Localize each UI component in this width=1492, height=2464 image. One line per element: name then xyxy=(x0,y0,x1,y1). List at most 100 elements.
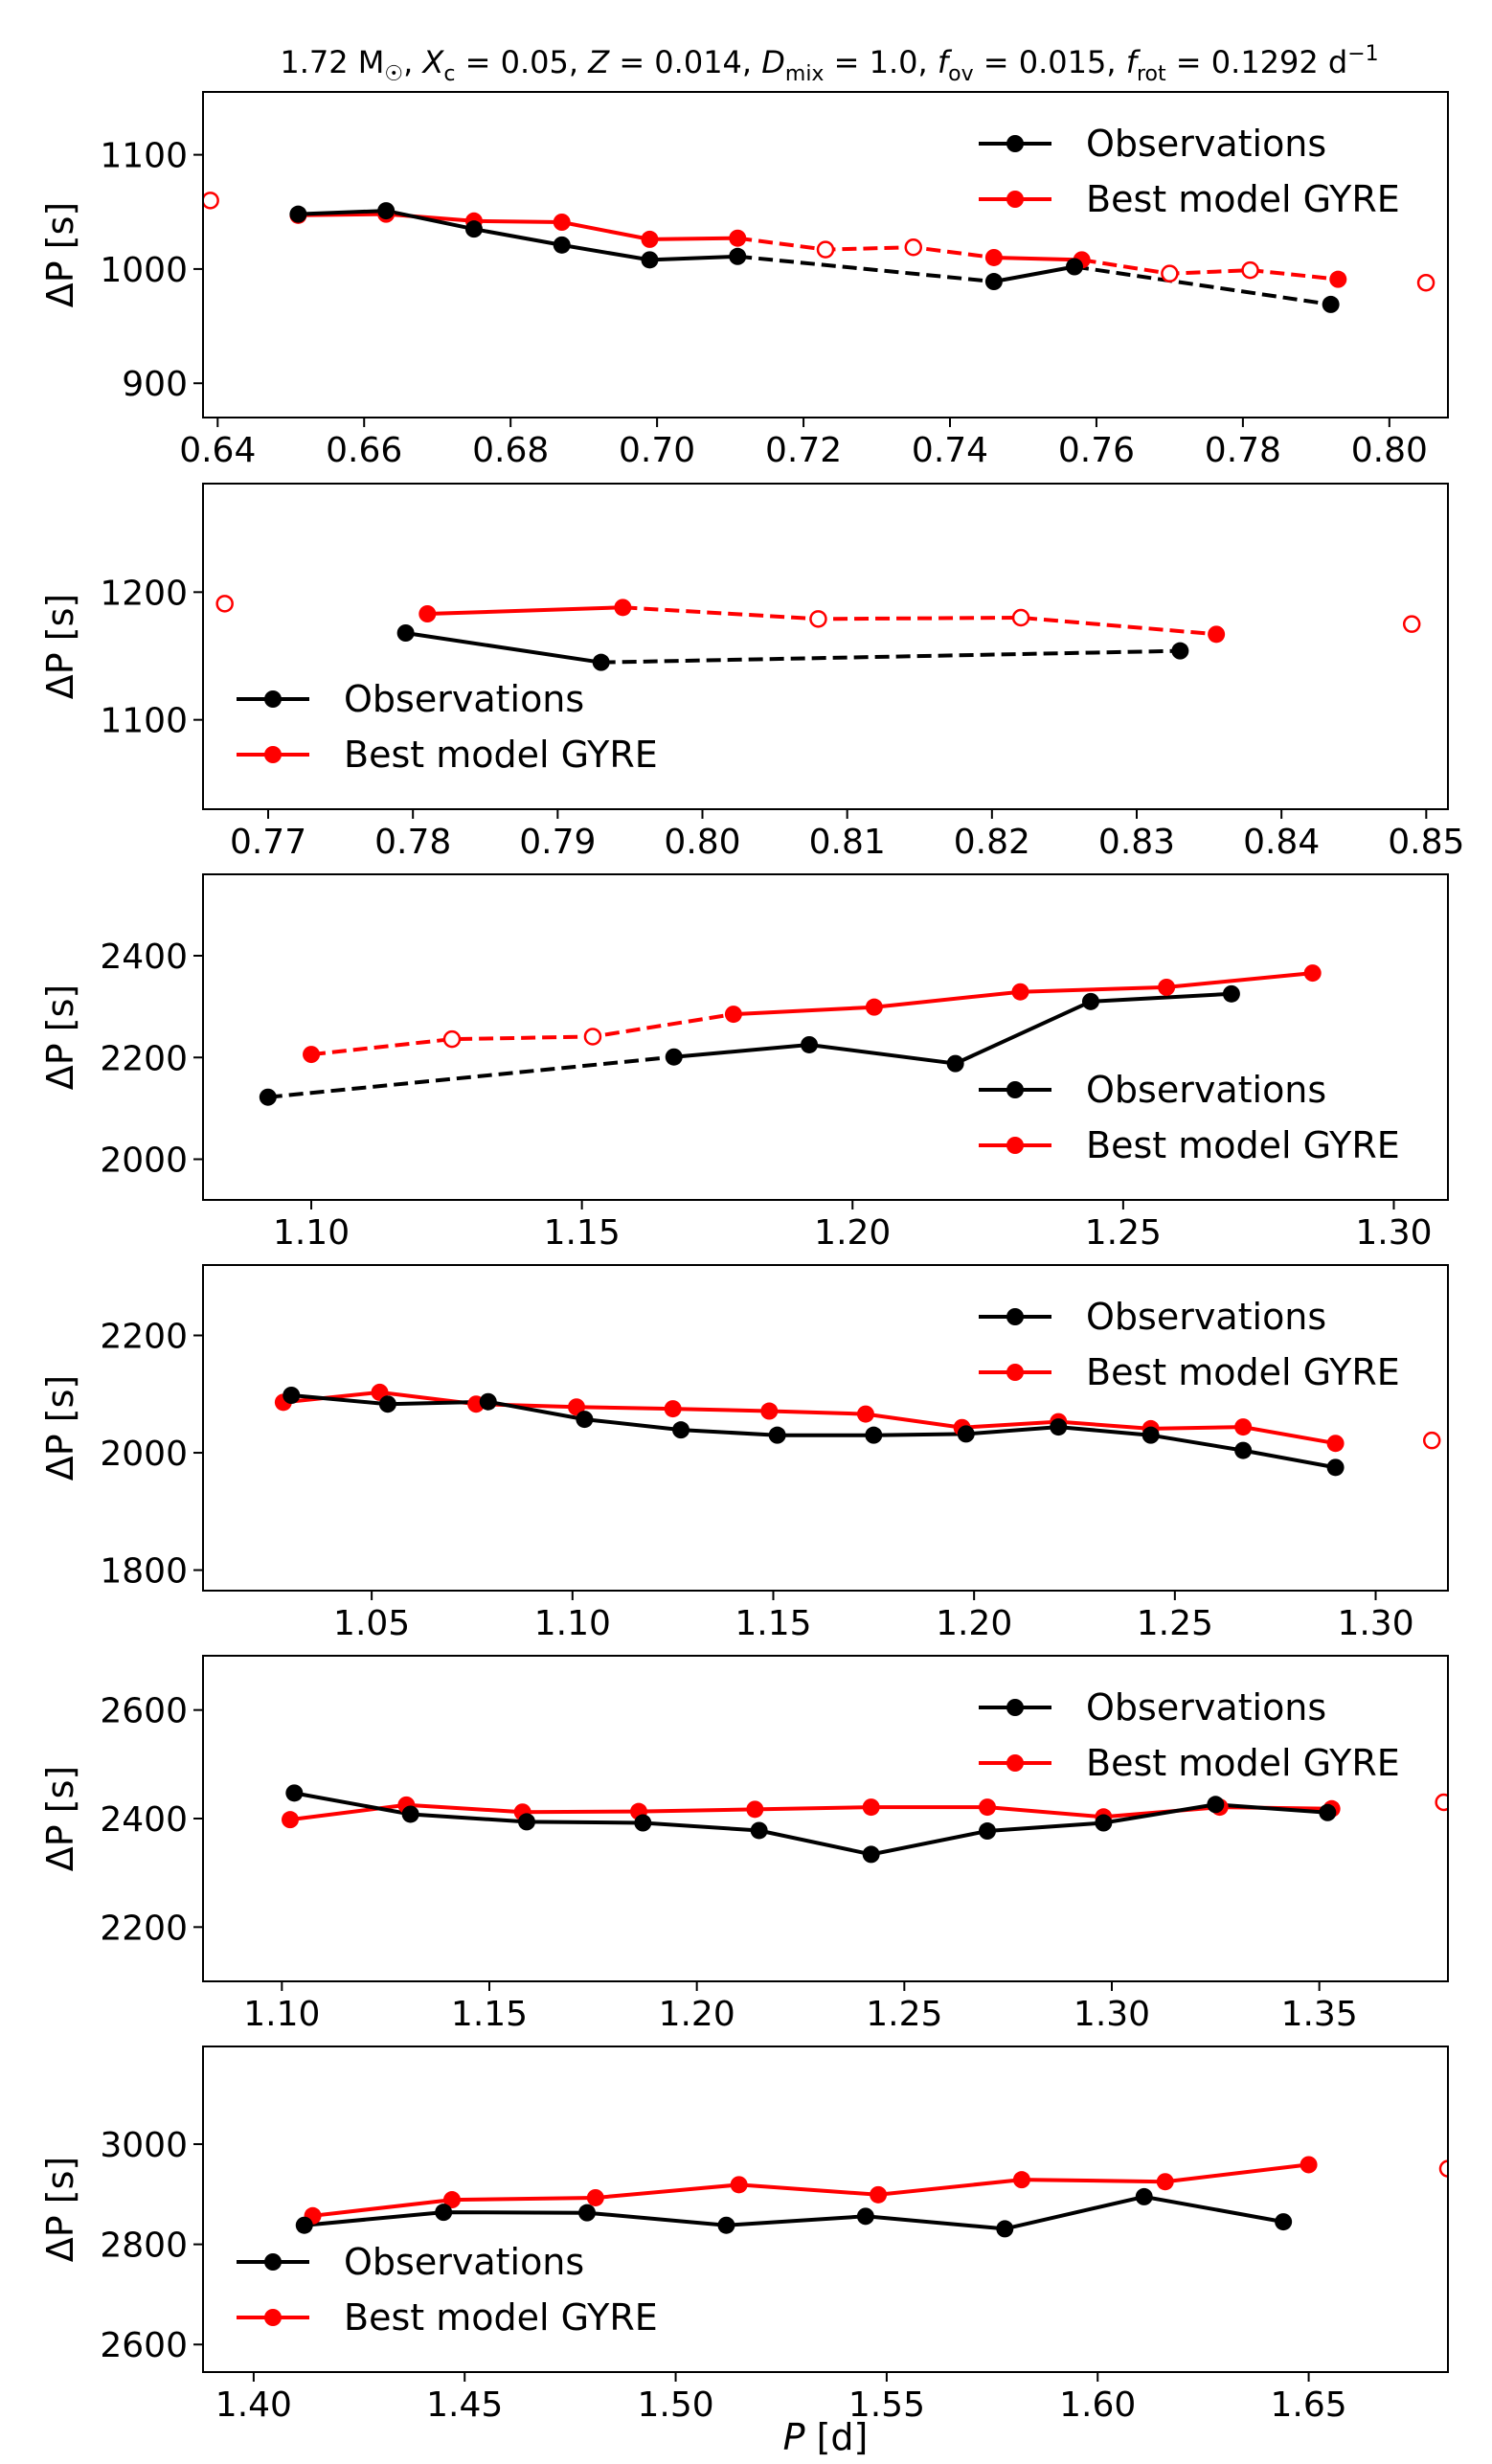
x-tick-label: 0.79 xyxy=(519,823,596,862)
observation-point xyxy=(665,1048,683,1066)
plot-area xyxy=(203,192,1435,313)
x-tick-label: 1.60 xyxy=(1059,2385,1136,2425)
legend-observations-label: Observations xyxy=(344,678,584,720)
legend-observations-label: Observations xyxy=(1086,1069,1326,1111)
x-axis-label: P [d] xyxy=(783,2416,869,2458)
legend-model-marker xyxy=(264,746,282,763)
y-tick-label: 2200 xyxy=(100,1039,188,1078)
observation-point xyxy=(553,236,571,254)
x-tick-label: 1.30 xyxy=(1337,1604,1413,1643)
legend-model-marker xyxy=(1006,1137,1024,1154)
observation-point xyxy=(1066,258,1083,276)
observation-point xyxy=(1319,1803,1337,1821)
panel-5: 1.10 1.15 1.20 1.25 1.30 1.35 2200 2400 2600 ΔP [… xyxy=(39,1655,1449,2034)
observation-point xyxy=(377,202,396,220)
legend: Observations Best model GYRE xyxy=(979,1069,1400,1166)
x-tick-label: 1.10 xyxy=(273,1213,350,1253)
observation-point xyxy=(1095,1814,1113,1832)
y-axis-label-symbol: ΔP xyxy=(39,1434,81,1481)
plot-area xyxy=(295,2156,1448,2238)
legend-observations-marker xyxy=(1006,1308,1024,1325)
model-point xyxy=(760,1402,779,1420)
legend-observations-marker xyxy=(1006,1699,1024,1716)
model-point xyxy=(729,229,747,247)
observations-gap-line xyxy=(267,1054,674,1099)
x-tick-label: 0.72 xyxy=(765,431,842,470)
legend-model-label: Best model GYRE xyxy=(1086,1124,1400,1166)
model-point xyxy=(303,1046,321,1064)
legend-model-label: Best model GYRE xyxy=(344,2296,658,2339)
model-unmatched-point xyxy=(904,237,923,257)
legend-model-label: Best model GYRE xyxy=(1086,178,1400,220)
observation-point xyxy=(729,247,747,265)
legend: Observations Best model GYRE xyxy=(237,2241,658,2339)
x-tick-label: 1.35 xyxy=(1281,1995,1358,2034)
legend-observations-marker xyxy=(264,690,282,708)
x-tick-label: 1.15 xyxy=(451,1995,528,2034)
y-axis-label-unit: [s] xyxy=(39,1375,81,1435)
model-point xyxy=(862,1798,880,1817)
x-tick-label: 1.10 xyxy=(534,1604,611,1643)
x-tick-label: 0.70 xyxy=(619,431,695,470)
observation-point xyxy=(717,2216,735,2234)
observations-gap-line xyxy=(600,648,1181,665)
observation-point xyxy=(996,2220,1014,2238)
legend: Observations Best model GYRE xyxy=(979,1686,1400,1784)
model-point xyxy=(746,1800,764,1819)
model-point xyxy=(979,1798,996,1817)
model-unmatched-point xyxy=(816,240,835,259)
y-tick-label: 3000 xyxy=(100,2126,188,2165)
x-tick-label: 0.64 xyxy=(179,431,256,470)
legend-observations-label: Observations xyxy=(1086,123,1326,165)
x-tick-label: 1.20 xyxy=(936,1604,1012,1643)
panel-4: 1.05 1.10 1.15 1.20 1.25 1.30 1800 2000 2200 ΔP [… xyxy=(39,1264,1449,1643)
observation-point xyxy=(984,273,1003,291)
y-tick-label: 1200 xyxy=(100,574,188,613)
observation-point xyxy=(1171,642,1189,660)
model-point xyxy=(856,1405,874,1423)
x-tick-label: 0.78 xyxy=(374,823,451,862)
y-tick-label: 2400 xyxy=(100,938,188,977)
observations-line xyxy=(291,1393,1336,1470)
plot-area xyxy=(282,1784,1448,1864)
x-tick-label: 1.45 xyxy=(426,2385,503,2425)
x-tick-label: 1.25 xyxy=(1085,1213,1162,1253)
y-axis-label-symbol: ΔP xyxy=(39,2215,81,2262)
model-point xyxy=(614,599,632,617)
y-tick-label: 2200 xyxy=(100,1909,188,1948)
observation-point xyxy=(1081,992,1099,1010)
model-point xyxy=(553,214,571,231)
observation-point xyxy=(576,1411,594,1429)
model-unmatched-point xyxy=(1241,260,1259,280)
observation-point xyxy=(396,624,415,642)
legend-observations-label: Observations xyxy=(344,2241,584,2283)
legend-model-label: Best model GYRE xyxy=(1086,1742,1400,1784)
observation-point xyxy=(672,1421,690,1439)
panel-1: 0.64 0.66 0.68 0.70 0.72 0.74 0.76 0.78 0.80 900 1… xyxy=(39,91,1449,470)
x-tick-label: 0.80 xyxy=(664,823,740,862)
observation-point xyxy=(479,1392,497,1411)
observation-point xyxy=(1275,2213,1293,2231)
legend-model-marker xyxy=(1006,1754,1024,1772)
x-tick-label: 0.74 xyxy=(912,431,988,470)
legend-observations-marker xyxy=(1006,135,1024,152)
y-tick-label: 2800 xyxy=(100,2227,188,2266)
model-point xyxy=(1329,270,1347,288)
observation-point xyxy=(750,1821,768,1840)
y-axis-label-unit: [s] xyxy=(39,2157,81,2216)
model-unmatched-point xyxy=(1422,1431,1441,1450)
observations-line xyxy=(298,209,738,262)
y-tick-label: 1100 xyxy=(100,702,188,741)
y-axis-label-unit: [s] xyxy=(39,202,81,261)
model-unmatched-point xyxy=(1416,273,1435,292)
legend: Observations Best model GYRE xyxy=(979,123,1400,220)
observation-point xyxy=(464,220,483,238)
y-tick-label: 900 xyxy=(122,365,188,404)
panel-2: 0.77 0.78 0.79 0.80 0.81 0.82 0.83 0.84 0.85 1100… xyxy=(39,483,1464,862)
y-axis-label-symbol: ΔP xyxy=(39,652,81,699)
x-tick-label: 1.25 xyxy=(866,1995,942,2034)
y-tick-label: 1800 xyxy=(100,1552,188,1592)
model-point xyxy=(586,2188,604,2206)
x-tick-label: 0.82 xyxy=(954,823,1030,862)
